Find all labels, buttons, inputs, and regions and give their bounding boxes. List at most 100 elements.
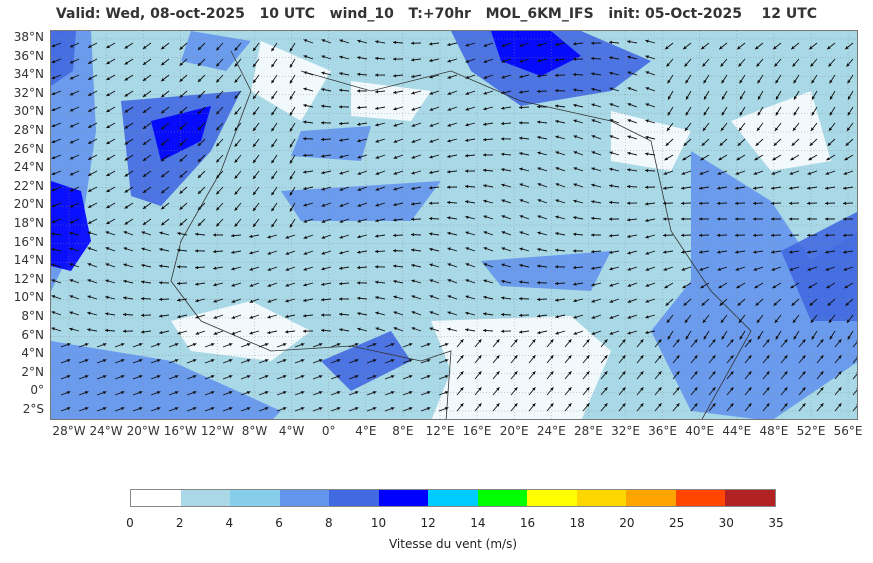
wind-arrow	[573, 232, 584, 236]
wind-arrow	[609, 167, 620, 172]
wind-arrow	[811, 330, 818, 340]
wind-arrow	[447, 154, 458, 158]
wind-arrow	[591, 314, 602, 319]
wind-arrow	[852, 372, 857, 380]
wind-arrow	[720, 314, 728, 324]
wind-arrow	[528, 355, 536, 364]
wind-arrow	[176, 265, 188, 269]
wind-arrow	[843, 250, 854, 254]
wind-arrow	[420, 391, 431, 396]
wind-arrow	[78, 391, 89, 396]
wind-arrow	[483, 122, 494, 126]
wind-speed-patch	[321, 331, 411, 391]
wind-arrow	[793, 106, 800, 116]
wind-arrow	[249, 298, 260, 303]
wind-arrow	[429, 106, 440, 111]
wind-arrow	[546, 403, 554, 412]
wind-arrow	[591, 330, 602, 335]
wind-arrow	[591, 216, 602, 221]
wind-arrow	[69, 58, 80, 64]
wind-arrow	[609, 234, 620, 238]
wind-arrow	[572, 249, 584, 253]
wind-arrow	[555, 135, 566, 140]
latitude-label: 30°N	[13, 104, 44, 119]
wind-arrow	[87, 74, 98, 80]
wind-arrow	[474, 371, 482, 380]
wind-arrow	[665, 138, 674, 147]
wind-arrow	[411, 106, 422, 111]
latitude-label: 36°N	[13, 48, 44, 63]
wind-arrow	[303, 120, 314, 124]
wind-arrow	[321, 55, 332, 60]
wind-arrow	[501, 90, 512, 95]
wind-arrow	[809, 138, 818, 147]
colorbar-tick-label: 14	[470, 516, 486, 530]
wind-arrow	[252, 218, 260, 228]
wind-arrow	[429, 138, 440, 143]
wind-arrow	[739, 106, 746, 116]
wind-arrow	[806, 201, 818, 205]
wind-arrow	[844, 282, 854, 289]
wind-arrow	[447, 170, 458, 174]
wind-arrow	[573, 282, 584, 286]
wind-arrow	[140, 313, 152, 317]
wind-arrow	[700, 154, 710, 161]
wind-arrow	[756, 58, 764, 67]
wind-arrow	[663, 250, 674, 254]
wind-arrow	[609, 135, 620, 140]
wind-arrow	[96, 343, 107, 348]
wind-arrow	[366, 343, 377, 348]
wind-arrow	[215, 42, 224, 51]
wind-arrow	[339, 202, 350, 207]
wind-arrow	[654, 387, 662, 396]
wind-arrow	[500, 312, 512, 317]
wind-arrow	[142, 154, 152, 162]
wind-arrow	[375, 295, 386, 300]
wind-arrow	[726, 371, 734, 380]
wind-arrow	[51, 90, 62, 96]
wind-arrow	[160, 42, 170, 50]
wind-arrow	[708, 355, 716, 364]
wind-arrow	[465, 154, 476, 158]
wind-arrow	[357, 312, 368, 316]
wind-arrow	[267, 282, 278, 287]
wind-arrow	[168, 359, 179, 364]
wind-arrow	[665, 298, 674, 307]
wind-arrow	[555, 104, 566, 108]
wind-arrow	[666, 314, 674, 324]
wind-arrow	[627, 87, 638, 92]
wind-arrow	[684, 58, 692, 67]
wind-arrow	[573, 135, 584, 140]
wind-arrow	[591, 72, 602, 76]
wind-arrow	[716, 217, 728, 221]
longitude-label: 32°E	[611, 424, 640, 438]
wind-arrow	[774, 122, 782, 132]
wind-arrow	[338, 121, 350, 126]
wind-arrow	[123, 231, 134, 236]
wind-arrow	[645, 55, 656, 60]
wind-arrow	[338, 105, 350, 109]
wind-arrow	[267, 234, 278, 239]
wind-arrow	[375, 218, 386, 223]
calm-wind-patch	[731, 91, 831, 171]
wind-arrow	[684, 314, 692, 324]
wind-arrow	[447, 327, 458, 332]
wind-arrow	[591, 119, 602, 124]
wind-arrow	[428, 216, 440, 221]
wind-arrow	[852, 340, 857, 348]
wind-arrow	[501, 183, 512, 188]
latitude-label: 38°N	[13, 30, 44, 44]
wind-arrow	[96, 359, 107, 364]
wind-speed-patch	[281, 181, 441, 221]
wind-arrow	[811, 74, 818, 84]
wind-arrow	[662, 233, 674, 237]
wind-arrow	[573, 167, 584, 172]
wind-arrow	[645, 135, 656, 140]
wind-arrow	[213, 282, 224, 287]
wind-arrow	[51, 154, 62, 160]
wind-arrow	[252, 154, 260, 164]
wind-arrow	[179, 186, 188, 194]
wind-arrow	[87, 90, 98, 96]
wind-arrow	[179, 154, 188, 162]
wind-arrow	[645, 250, 656, 255]
